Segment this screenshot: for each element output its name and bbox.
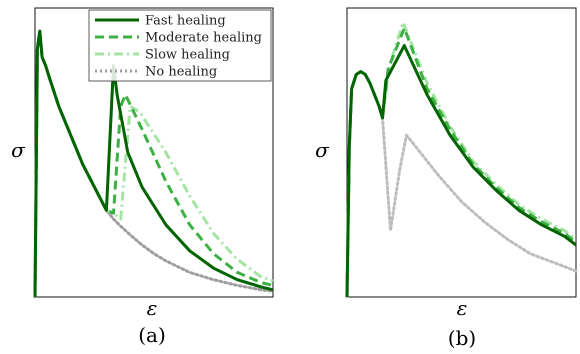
panel-b-series-no-healing [345,70,578,299]
panel-b-frame [346,7,577,298]
panel-b-series-slow-healing [345,20,577,298]
legend-label-fast-healing: Fast healing [145,14,226,29]
panel-a: Fast healing Moderate healing Slow healing… [11,7,275,347]
legend-box [88,9,272,82]
panel-b-series [345,20,578,299]
panel-b-xlabel: ε [457,296,468,320]
panel-a-ylabel: σ [11,138,26,162]
legend-label-moderate-healing: Moderate healing [145,31,262,46]
panel-b-label: (b) [448,326,476,350]
legend-label-no-healing: No healing [145,65,217,80]
panel-b-ylabel: σ [315,138,330,162]
panel-a-legend: Fast healing Moderate healing Slow healing… [88,9,272,82]
panel-b: σ ε (b) [315,7,578,350]
legend-label-slow-healing: Slow healing [145,48,230,63]
panel-b-series-fast-healing [345,44,577,298]
panel-a-series [33,29,275,299]
panel-a-label: (a) [138,323,166,347]
panel-a-xlabel: ε [147,296,158,320]
panel-a-series-fast-healing [33,29,274,298]
